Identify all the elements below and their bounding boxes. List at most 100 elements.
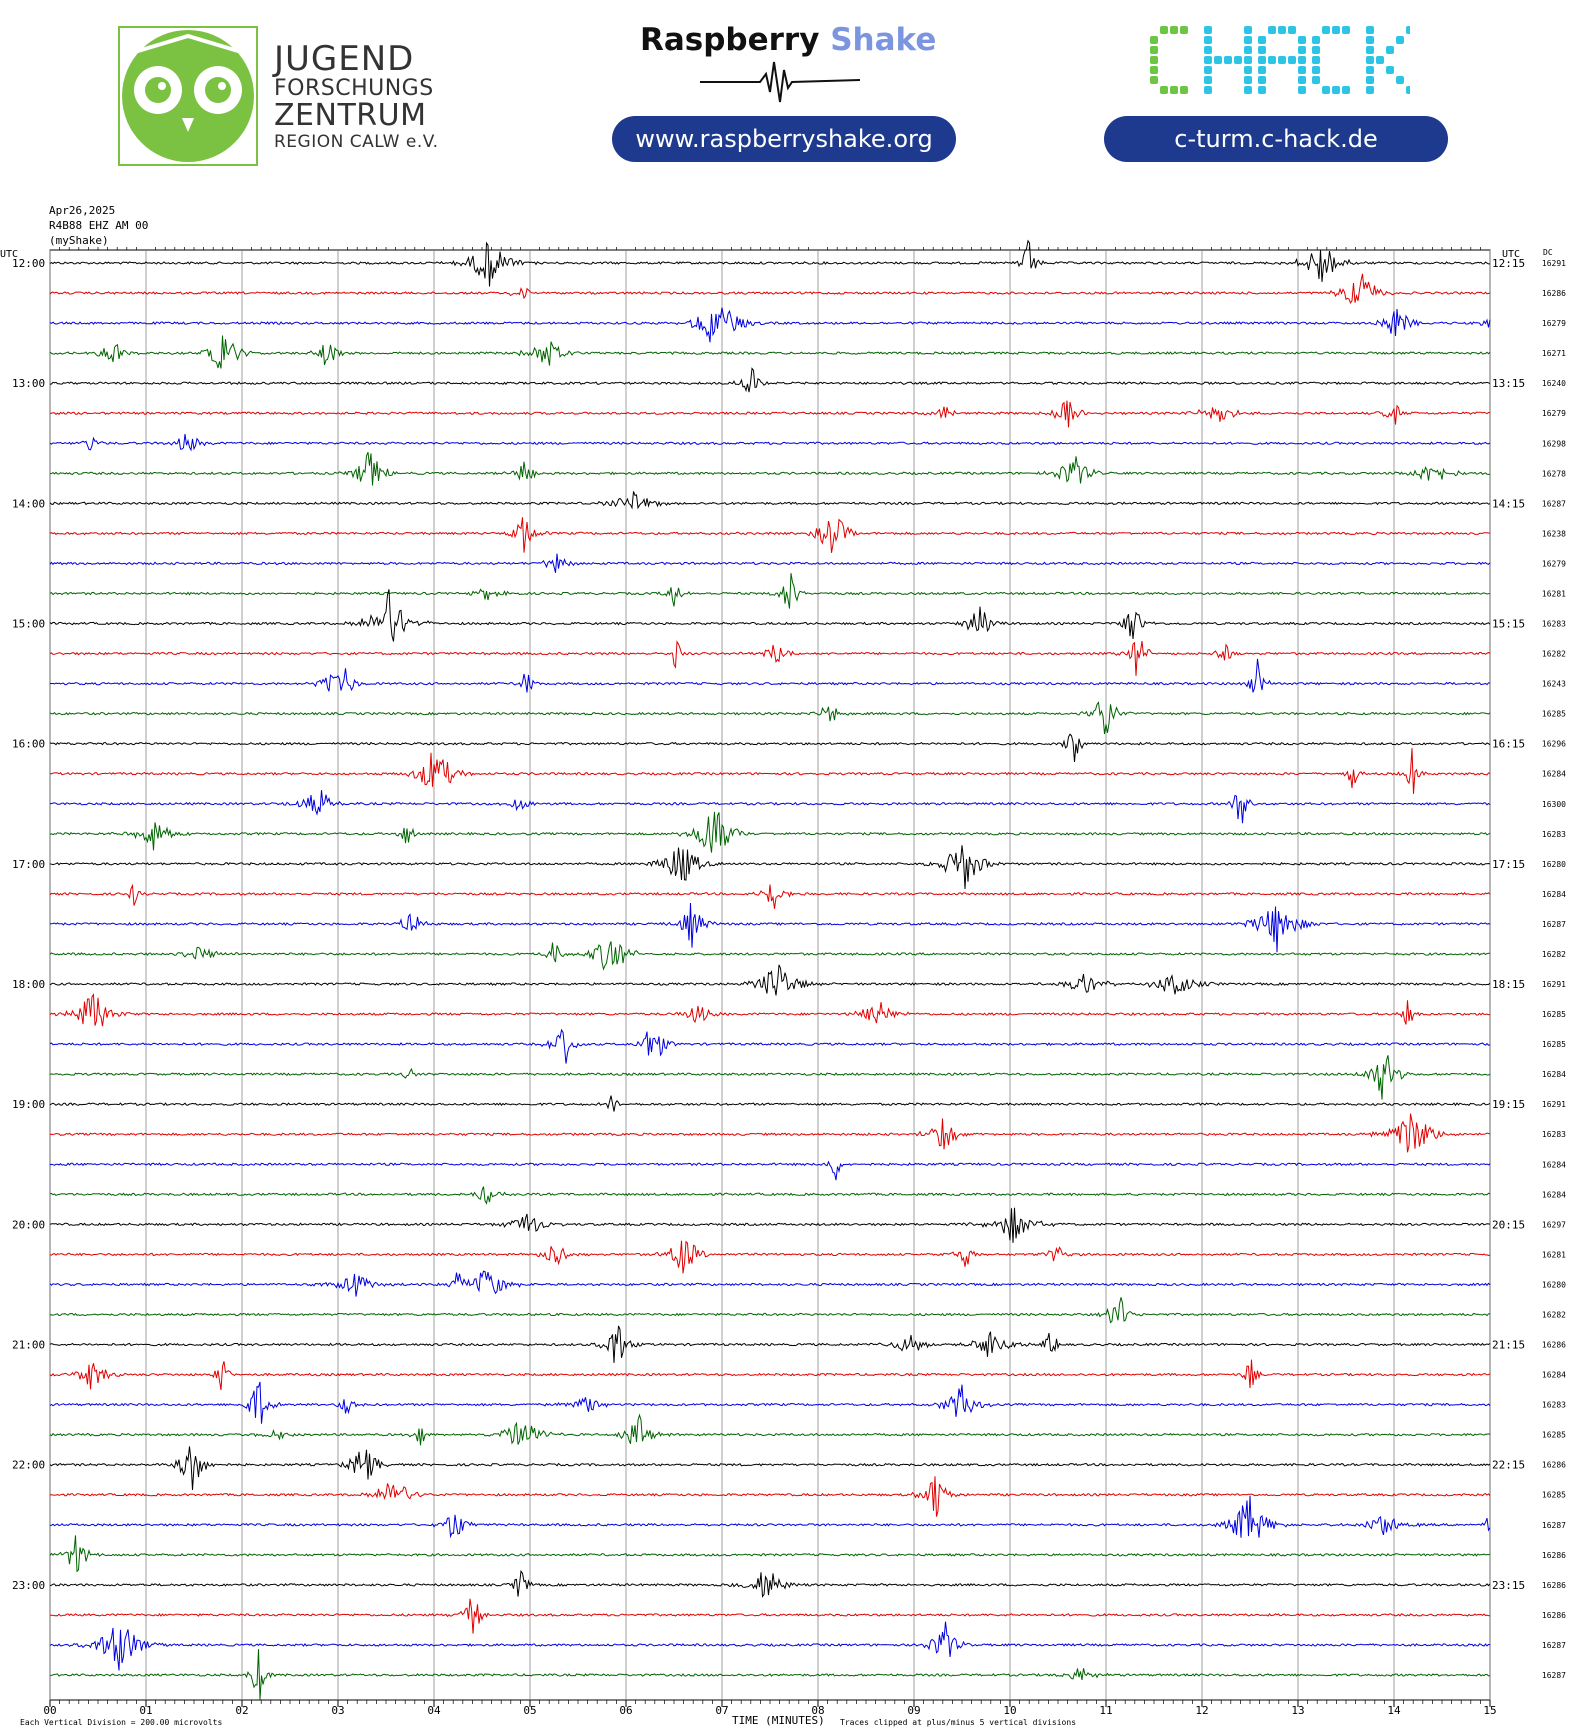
dc-value: 16283 bbox=[1542, 1130, 1566, 1139]
right-hour-label: 22:15 bbox=[1492, 1459, 1525, 1472]
x-tick-label: 14 bbox=[1387, 1704, 1401, 1717]
chack-logo-dot bbox=[1204, 56, 1212, 64]
trace-line bbox=[49, 1095, 1491, 1112]
trace-line bbox=[49, 1476, 1491, 1517]
seismic-wave-icon bbox=[700, 61, 860, 103]
trace-line bbox=[49, 573, 1491, 609]
right-hour-label: 20:15 bbox=[1492, 1218, 1525, 1231]
chack-logo-dot bbox=[1312, 36, 1320, 44]
x-tick-label: 05 bbox=[523, 1704, 536, 1717]
dc-value: 16285 bbox=[1542, 1040, 1566, 1049]
right-axis-label: UTC bbox=[1502, 249, 1520, 260]
trace-line bbox=[49, 1113, 1491, 1153]
left-hour-label: 13:00 bbox=[12, 377, 45, 390]
jfz-line-1: JUGEND bbox=[274, 39, 415, 79]
chack-logo-dot bbox=[1366, 76, 1374, 84]
chack-logo-dot bbox=[1150, 76, 1158, 84]
left-hour-label: 19:00 bbox=[12, 1098, 45, 1111]
trace-line bbox=[49, 902, 1491, 953]
chack-logo-dot bbox=[1258, 86, 1266, 94]
x-tick-label: 13 bbox=[1291, 1704, 1304, 1717]
x-tick-label: 02 bbox=[235, 1704, 248, 1717]
dc-value: 16297 bbox=[1542, 1220, 1566, 1229]
left-hour-label: 15:00 bbox=[12, 618, 45, 631]
chack-logo-dot bbox=[1332, 26, 1340, 34]
chack-logo-dot bbox=[1312, 56, 1320, 64]
dc-value: 16283 bbox=[1542, 1401, 1566, 1410]
trace-line bbox=[49, 335, 1491, 369]
trace-line bbox=[49, 1325, 1491, 1363]
chack-logo-dot bbox=[1150, 66, 1158, 74]
footnote-left: Each Vertical Division = 200.00 microvol… bbox=[20, 1718, 223, 1727]
jfz-wordmark: JUGEND FORSCHUNGS ZENTRUM REGION CALW e.… bbox=[274, 42, 439, 151]
chack-logo-dot bbox=[1366, 86, 1374, 94]
trace-line bbox=[49, 701, 1491, 735]
chack-url-link[interactable]: c-turm.c-hack.de bbox=[1104, 116, 1448, 162]
dc-value: 16279 bbox=[1542, 319, 1566, 328]
trace-line bbox=[49, 1621, 1491, 1671]
meta-source: (myShake) bbox=[49, 234, 109, 247]
trace-line bbox=[49, 941, 1491, 971]
dc-value: 16284 bbox=[1542, 1371, 1566, 1380]
trace-line bbox=[49, 811, 1491, 853]
dc-value: 16287 bbox=[1542, 499, 1566, 508]
right-hour-label: 17:15 bbox=[1492, 858, 1525, 871]
plot-frame bbox=[49, 249, 1491, 1701]
x-tick-label: 07 bbox=[715, 1704, 728, 1717]
x-tick-label: 04 bbox=[427, 1704, 441, 1717]
chack-logo-dot bbox=[1224, 56, 1232, 64]
trace-line bbox=[49, 239, 1490, 287]
chack-logo-dot bbox=[1244, 76, 1252, 84]
chack-logo-dot bbox=[1244, 56, 1252, 64]
jfz-line-4: REGION CALW e.V. bbox=[274, 132, 439, 152]
chack-logo-dot bbox=[1278, 26, 1286, 34]
dc-value: 16284 bbox=[1542, 1190, 1566, 1199]
footnote-right: Traces clipped at plus/minus 5 vertical … bbox=[840, 1718, 1077, 1727]
trace-line bbox=[49, 553, 1491, 573]
chack-logo-dot bbox=[1244, 66, 1252, 74]
trace-line bbox=[49, 993, 1491, 1027]
chack-logo-dot bbox=[1288, 26, 1296, 34]
chack-logo-dot bbox=[1160, 26, 1168, 34]
rs-brand-part2: Shake bbox=[830, 22, 937, 58]
chack-logo-dot bbox=[1298, 46, 1306, 54]
x-tick-label: 03 bbox=[331, 1704, 344, 1717]
left-axis-label: UTC bbox=[0, 249, 18, 260]
dc-value: 16285 bbox=[1542, 1491, 1566, 1500]
dc-value: 16279 bbox=[1542, 409, 1566, 418]
dc-value: 16287 bbox=[1542, 1521, 1566, 1530]
trace-line bbox=[49, 517, 1490, 553]
right-hour-label: 12:15 bbox=[1492, 257, 1525, 270]
chack-logo-icon bbox=[1150, 26, 1410, 94]
x-axis-title: TIME (MINUTES) bbox=[732, 1714, 825, 1727]
raspberryshake-url-link[interactable]: www.raspberryshake.org bbox=[612, 116, 956, 162]
chack-logo-dot bbox=[1204, 86, 1212, 94]
chack-logo-dot bbox=[1376, 56, 1384, 64]
x-tick-label: 11 bbox=[1099, 1704, 1112, 1717]
chack-logo-dot bbox=[1244, 26, 1252, 34]
dc-value: 16282 bbox=[1542, 950, 1566, 959]
x-tick-label: 15 bbox=[1483, 1704, 1496, 1717]
chack-logo-dot bbox=[1150, 46, 1158, 54]
dc-value: 16284 bbox=[1542, 770, 1566, 779]
dc-value: 16281 bbox=[1542, 589, 1566, 598]
x-tick-label: 06 bbox=[619, 1704, 632, 1717]
trace-line bbox=[49, 1055, 1491, 1100]
trace-line bbox=[49, 1240, 1491, 1274]
dc-value: 16282 bbox=[1542, 1310, 1566, 1319]
right-hour-label: 13:15 bbox=[1492, 377, 1525, 390]
chack-logo-dot bbox=[1258, 66, 1266, 74]
chack-logo-dot bbox=[1396, 76, 1404, 84]
trace-line bbox=[49, 433, 1491, 452]
trace-line bbox=[49, 748, 1491, 794]
trace-line bbox=[49, 1160, 1491, 1181]
chack-logo-dot bbox=[1258, 76, 1266, 84]
dc-label: DC bbox=[1543, 248, 1553, 257]
trace-line bbox=[49, 589, 1491, 642]
trace-line bbox=[49, 1598, 1491, 1634]
dc-value: 16278 bbox=[1542, 469, 1566, 478]
chack-logo-dot bbox=[1258, 36, 1266, 44]
trace-line bbox=[49, 1028, 1491, 1064]
dc-value: 16284 bbox=[1542, 890, 1566, 899]
dc-value: 16283 bbox=[1542, 620, 1566, 629]
